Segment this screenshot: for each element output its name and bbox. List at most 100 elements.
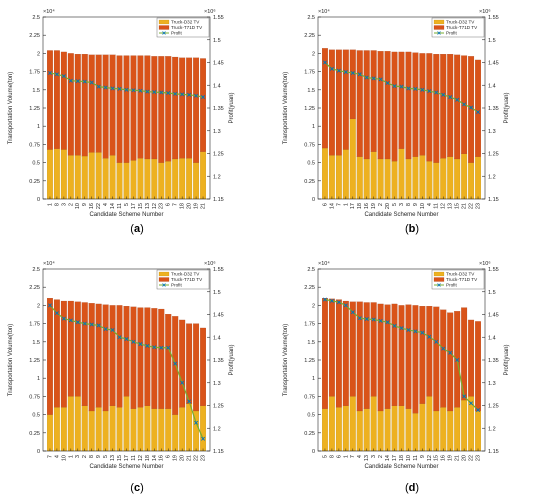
x-tick-label: 13 bbox=[145, 203, 151, 209]
x-tick-label: 19 bbox=[194, 203, 200, 209]
y-tick-label: 2 bbox=[37, 51, 40, 57]
panel-caption-letter: a bbox=[134, 223, 141, 235]
profit-marker bbox=[427, 334, 432, 339]
y-tick-label: 0.5 bbox=[307, 161, 315, 167]
panel-caption: (d) bbox=[405, 482, 419, 494]
profit-marker-stroke bbox=[180, 380, 185, 385]
profit-marker-stroke bbox=[47, 303, 52, 308]
y-tick-label: 2.5 bbox=[307, 267, 315, 273]
profit-marker bbox=[159, 90, 164, 95]
panel-caption-letter: b bbox=[409, 223, 416, 235]
bar-d32 bbox=[377, 410, 384, 452]
legend-marker-profit bbox=[162, 283, 166, 287]
plot-frame bbox=[317, 268, 486, 452]
chart-panel-3: 0 0.25 0.5 0.75 1 1.25 1.5 1.75 2 2.25 2.5 1.15 1.2 1… bbox=[283, 260, 510, 470]
bar-d32 bbox=[412, 156, 419, 200]
bar-t71d bbox=[109, 54, 116, 156]
profit-marker bbox=[152, 90, 157, 95]
bar-t71d bbox=[426, 53, 433, 162]
x-tick-label: 6 bbox=[336, 455, 342, 458]
profit-marker-stroke bbox=[96, 84, 101, 89]
profit-marker-stroke bbox=[54, 72, 59, 77]
x-tick-label: 17 bbox=[392, 455, 398, 461]
y2-exponent: ×10⁶ bbox=[204, 8, 216, 15]
bar-t71d bbox=[398, 305, 405, 406]
bar-d32 bbox=[363, 158, 370, 200]
y2-tick-label: 1.15 bbox=[488, 197, 499, 203]
profit-marker-stroke bbox=[343, 303, 348, 308]
profit-marker-stroke bbox=[138, 88, 143, 93]
x-tick-label: 7 bbox=[336, 203, 342, 206]
legend-swatch-t71d bbox=[433, 277, 445, 282]
bar-t71d bbox=[440, 309, 447, 408]
bar-d32 bbox=[412, 413, 419, 452]
bar-t71d bbox=[433, 54, 440, 163]
bar-t71d bbox=[322, 298, 328, 409]
bar-d32 bbox=[454, 407, 461, 452]
x-tick-label: 11 bbox=[131, 455, 137, 461]
profit-marker-stroke bbox=[103, 85, 108, 90]
profit-marker bbox=[364, 317, 369, 322]
profit-marker-stroke bbox=[448, 95, 453, 100]
profit-marker bbox=[434, 339, 439, 344]
bar-d32 bbox=[47, 414, 53, 452]
profit-marker bbox=[145, 89, 150, 94]
x-tick-label: 9 bbox=[413, 203, 419, 206]
y2-tick-label: 1.4 bbox=[488, 335, 496, 341]
profit-marker bbox=[61, 74, 66, 79]
bar-d32 bbox=[328, 155, 335, 200]
legend-label-d32: Truck-D32 TV bbox=[171, 272, 200, 277]
bar-d32 bbox=[172, 158, 179, 200]
bar-d32 bbox=[200, 151, 206, 200]
profit-marker-stroke bbox=[420, 87, 425, 92]
y2-tick-label: 1.3 bbox=[213, 129, 221, 135]
y-tick-label: 0.25 bbox=[29, 431, 40, 437]
profit-marker-stroke bbox=[350, 310, 355, 315]
profit-marker-stroke bbox=[413, 329, 418, 334]
x-tick-label: 6 bbox=[166, 455, 172, 458]
y2-tick-label: 1.45 bbox=[488, 61, 499, 67]
bar-d32 bbox=[179, 407, 186, 452]
bar-t71d bbox=[74, 54, 81, 156]
profit-marker-stroke bbox=[343, 70, 348, 75]
x-tick-label: 19 bbox=[371, 203, 377, 209]
bar-t71d bbox=[342, 49, 349, 150]
bar-t71d bbox=[137, 307, 144, 408]
profit-marker-stroke bbox=[434, 339, 439, 344]
y-tick-label: 2.25 bbox=[29, 33, 40, 39]
bar-d32 bbox=[398, 405, 405, 452]
profit-marker bbox=[54, 72, 59, 77]
profit-marker bbox=[103, 327, 108, 332]
y-tick-label: 1.25 bbox=[29, 358, 40, 364]
bar-t71d bbox=[200, 58, 206, 152]
bar-t71d bbox=[151, 308, 158, 409]
bar-t71d bbox=[88, 303, 95, 412]
x-tick-label: 18 bbox=[180, 203, 186, 209]
profit-marker bbox=[462, 102, 467, 107]
bar-d32 bbox=[151, 158, 158, 200]
profit-marker-stroke bbox=[194, 420, 199, 425]
y-tick-label: 0.5 bbox=[307, 413, 315, 419]
profit-marker-stroke bbox=[371, 317, 376, 322]
profit-marker-stroke bbox=[68, 78, 73, 83]
profit-marker-stroke bbox=[89, 322, 94, 327]
profit-marker bbox=[455, 357, 460, 363]
bar-t71d bbox=[186, 57, 193, 159]
bar-d32 bbox=[447, 410, 454, 452]
y-axis-label: Transportation Volume(ton) bbox=[8, 72, 14, 144]
x-tick-label: 7 bbox=[173, 203, 179, 206]
profit-marker bbox=[441, 346, 446, 351]
profit-marker-stroke bbox=[364, 317, 369, 322]
y-tick-label: 1.5 bbox=[307, 88, 315, 94]
profit-marker-stroke bbox=[406, 86, 411, 91]
profit-marker-stroke bbox=[469, 401, 474, 406]
bar-d32 bbox=[60, 149, 67, 200]
profit-marker-stroke bbox=[138, 342, 143, 347]
plot-frame bbox=[42, 16, 211, 200]
bar-t71d bbox=[322, 48, 328, 149]
y2-axis-label: Profit(yuan) bbox=[504, 92, 510, 123]
y2-tick-label: 1.55 bbox=[488, 15, 499, 21]
bar-t71d bbox=[81, 302, 88, 406]
profit-marker-stroke bbox=[455, 357, 460, 363]
